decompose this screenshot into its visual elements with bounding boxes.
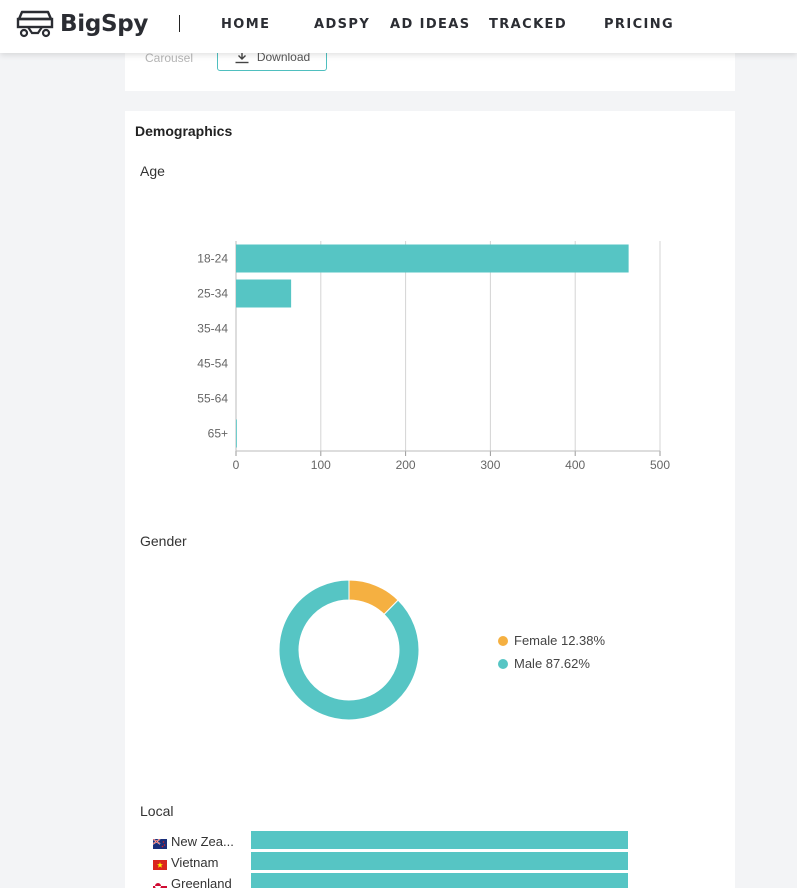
nav-pricing[interactable]: PRICING — [604, 17, 675, 32]
legend-female-label: Female 12.38% — [514, 633, 606, 648]
new-zealand-flag-icon — [152, 836, 167, 849]
age-bar — [236, 419, 237, 448]
gender-slice-male — [278, 579, 420, 721]
y-tick-label: 35-44 — [197, 322, 228, 336]
local-row-new-zealand: New Zea... — [152, 832, 241, 850]
vietnam-flag-icon — [153, 857, 167, 870]
local-bar — [251, 831, 628, 849]
nav-home[interactable]: HOME — [221, 17, 271, 32]
top-header: BigSpy HOME ADSPY AD IDEAS TRACKED PRICI… — [0, 0, 797, 53]
x-tick-label: 100 — [311, 458, 331, 472]
y-tick-label: 25-34 — [197, 287, 228, 301]
logo-text: BigSpy — [60, 11, 149, 37]
local-title: Local — [140, 803, 174, 819]
local-name: New Zea... — [171, 833, 234, 849]
age-bar — [236, 244, 629, 273]
logo[interactable]: BigSpy — [16, 9, 148, 39]
local-name: Greenland — [171, 875, 232, 888]
x-tick-label: 300 — [480, 458, 500, 472]
legend-male[interactable]: Male 87.62% — [498, 656, 590, 671]
y-tick-label: 18-24 — [197, 252, 228, 266]
gender-chart — [278, 579, 420, 721]
local-row-vietnam: Vietnam — [153, 853, 241, 871]
local-row-greenland: Greenland — [153, 874, 241, 888]
gender-title: Gender — [140, 533, 187, 549]
legend-male-label: Male 87.62% — [514, 656, 590, 671]
nav-adspy[interactable]: ADSPY — [314, 17, 371, 32]
header-divider — [179, 15, 180, 32]
local-bar — [251, 873, 628, 888]
legend-female[interactable]: Female 12.38% — [498, 633, 605, 648]
y-tick-label: 45-54 — [197, 357, 228, 371]
legend-female-dot — [498, 635, 508, 646]
x-tick-label: 0 — [233, 458, 240, 472]
demographics-card: Demographics Age 0 100 200 300 400 500 18-24 25… — [125, 111, 735, 888]
local-bar — [251, 852, 628, 870]
nav-ad-ideas[interactable]: AD IDEAS — [390, 17, 471, 32]
y-tick-label: 65+ — [208, 427, 228, 441]
local-name: Vietnam — [171, 854, 219, 870]
download-button[interactable]: Download — [217, 43, 327, 71]
download-label: Download — [256, 50, 311, 64]
legend-male-dot — [498, 658, 508, 669]
demographics-title: Demographics — [135, 123, 233, 139]
y-tick-label: 55-64 — [197, 392, 228, 406]
x-tick-label: 500 — [650, 458, 670, 472]
x-tick-label: 400 — [565, 458, 585, 472]
nav-tracked[interactable]: TRACKED — [489, 17, 568, 32]
logo-icon — [16, 10, 54, 38]
media-type-label: Carousel — [145, 51, 194, 65]
age-title: Age — [140, 163, 165, 179]
age-bar — [236, 279, 292, 308]
greenland-flag-icon — [153, 878, 167, 888]
age-chart: 0 100 200 300 400 500 18-24 25-34 35-44 45-54 55-6… — [197, 241, 670, 472]
x-tick-label: 200 — [396, 458, 416, 472]
